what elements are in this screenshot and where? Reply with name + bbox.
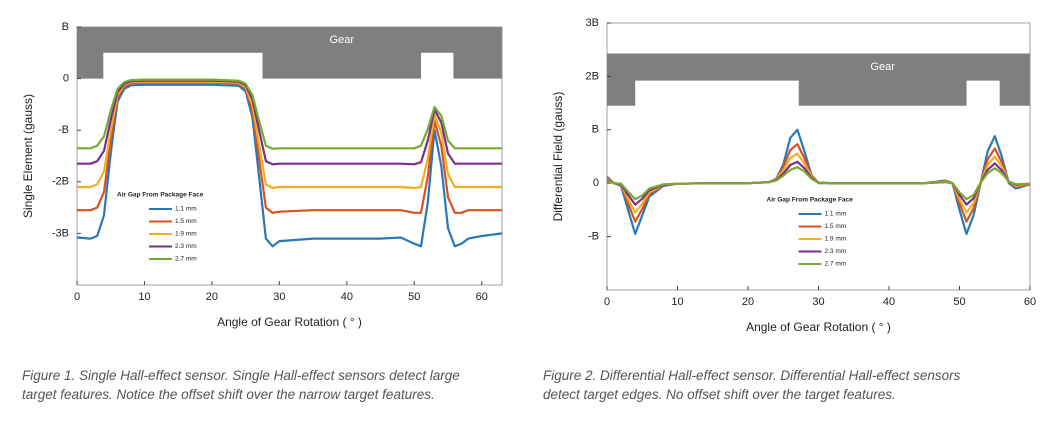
gear-label: Gear: [870, 61, 895, 73]
y-tick-label: 2B: [586, 70, 599, 82]
x-tick-label: 30: [812, 296, 824, 308]
x-tick-label: 40: [341, 291, 353, 303]
y-tick-label: B: [62, 21, 69, 33]
legend-label: 1.1 mm: [825, 211, 847, 218]
gear: [77, 27, 502, 79]
legend-label: 2.3 mm: [825, 248, 847, 255]
series-line: [77, 80, 502, 190]
legend-title: Air Gap From Package Face: [767, 197, 854, 204]
legend-label: 1.5 mm: [175, 218, 197, 225]
y-tick-label: -2B: [52, 176, 69, 188]
y-tick-label: B: [592, 124, 599, 136]
x-tick-label: 10: [138, 291, 150, 303]
y-tick-label: -B: [58, 124, 69, 136]
x-tick-label: 50: [953, 296, 965, 308]
plot-frame: [76, 26, 503, 286]
y-axis-label: Single Element (gauss): [21, 94, 35, 218]
y-tick-label: 0: [593, 177, 599, 189]
x-tick-label: 0: [74, 291, 80, 303]
x-tick-label: 10: [671, 296, 683, 308]
legend-label: 2.3 mm: [175, 243, 197, 250]
x-tick-label: 0: [604, 296, 610, 308]
x-tick-label: 30: [273, 291, 285, 303]
gear: [607, 53, 1030, 106]
x-tick-label: 20: [742, 296, 754, 308]
series-line: [76, 83, 503, 248]
caption: Figure 2. Differential Hall-effect senso…: [543, 368, 961, 402]
y-tick-label: -B: [588, 231, 599, 243]
series-line: [77, 81, 502, 214]
legend-title: Air Gap From Package Face: [117, 192, 204, 199]
legend-label: 1.9 mm: [825, 236, 847, 243]
caption: Figure 1. Single Hall-effect sensor. Sin…: [22, 368, 460, 402]
y-tick-label: 3B: [586, 17, 599, 29]
x-tick-label: 60: [1024, 296, 1036, 308]
series-line: [77, 78, 502, 150]
x-axis-label: Angle of Gear Rotation ( ° ): [746, 320, 891, 334]
y-tick-label: 0: [63, 73, 69, 85]
legend-label: 1.1 mm: [175, 206, 197, 213]
x-tick-label: 40: [883, 296, 895, 308]
y-tick-label: -3B: [52, 227, 69, 239]
x-tick-label: 50: [408, 291, 420, 303]
x-tick-label: 20: [206, 291, 218, 303]
legend-label: 2.7 mm: [175, 256, 197, 263]
gear-label: Gear: [330, 34, 355, 46]
series-line: [77, 79, 502, 166]
x-tick-label: 60: [476, 291, 488, 303]
x-axis-label: Angle of Gear Rotation ( ° ): [217, 315, 362, 329]
legend-label: 1.5 mm: [825, 223, 847, 230]
legend-label: 1.9 mm: [175, 231, 197, 238]
legend-label: 2.7 mm: [825, 261, 847, 268]
series-line: [606, 166, 1031, 201]
y-axis-label: Differential Field (gauss): [551, 92, 565, 222]
